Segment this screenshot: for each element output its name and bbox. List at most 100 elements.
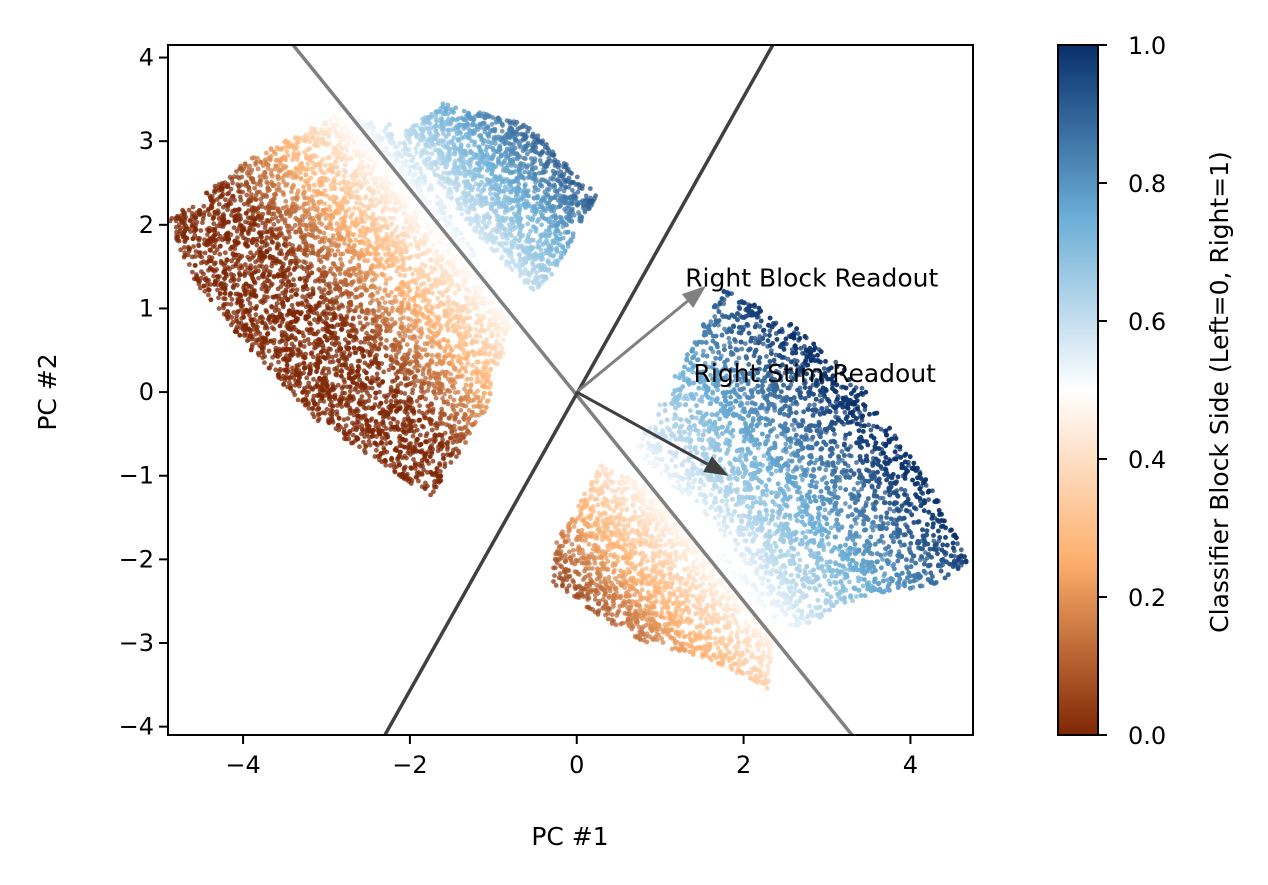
scatter-point <box>479 322 484 328</box>
scatter-point <box>347 388 353 394</box>
scatter-point <box>404 455 409 461</box>
scatter-point <box>352 294 358 300</box>
scatter-point <box>312 171 318 177</box>
scatter-point <box>429 449 435 455</box>
scatter-point <box>190 236 196 242</box>
scatter-point <box>383 148 389 154</box>
scatter-point <box>305 166 310 172</box>
scatter-point <box>447 379 453 385</box>
scatter-point <box>314 331 319 337</box>
scatter-point <box>393 241 399 247</box>
scatter-point <box>203 242 209 248</box>
scatter-point <box>346 340 352 346</box>
scatter-point <box>438 417 443 422</box>
scatter-point <box>230 180 236 186</box>
scatter-point <box>334 295 340 300</box>
scatter-point <box>434 194 440 200</box>
scatter-point <box>428 445 433 451</box>
scatter-point <box>404 245 409 251</box>
scatter-point <box>276 185 282 191</box>
scatter-point <box>481 315 487 320</box>
scatter-point <box>287 352 293 358</box>
scatter-point <box>450 402 455 408</box>
scatter-point <box>306 389 311 395</box>
scatter-point <box>388 252 394 258</box>
scatter-point <box>458 331 464 336</box>
scatter-point <box>260 355 265 360</box>
scatter-point <box>288 385 293 391</box>
scatter-point <box>289 189 294 195</box>
scatter-point <box>436 341 442 347</box>
scatter-point <box>248 347 254 353</box>
scatter-point <box>347 405 353 411</box>
scatter-point <box>361 181 367 186</box>
scatter-point <box>290 201 296 206</box>
scatter-point <box>450 227 456 233</box>
scatter-point <box>447 425 453 430</box>
scatter-point <box>341 430 347 436</box>
scatter-point <box>287 380 292 386</box>
scatter-point <box>258 182 263 188</box>
scatter-point <box>279 175 285 181</box>
scatter-point <box>349 440 354 446</box>
scatter-point <box>359 308 365 314</box>
scatter-point <box>211 221 217 227</box>
scatter-point <box>320 368 326 374</box>
scatter-point <box>353 237 359 243</box>
scatter-point <box>206 287 212 293</box>
scatter-point <box>324 407 330 412</box>
scatter-point <box>428 401 434 407</box>
scatter-point <box>384 346 389 351</box>
scatter-point <box>227 174 233 180</box>
scatter-point <box>323 119 328 125</box>
scatter-point <box>215 287 220 293</box>
scatter-point <box>281 382 286 387</box>
scatter-point <box>335 248 341 254</box>
scatter-point <box>428 375 433 381</box>
scatter-point <box>449 383 455 389</box>
scatter-point <box>320 182 325 188</box>
scatter-point <box>227 266 232 272</box>
scatter-point <box>295 301 301 306</box>
scatter-point <box>329 341 335 346</box>
scatter-point <box>389 300 395 306</box>
scatter-point <box>286 223 292 229</box>
scatter-point <box>400 437 406 442</box>
scatter-point <box>387 199 393 204</box>
scatter-point <box>238 197 244 203</box>
scatter-point <box>173 224 179 230</box>
scatter-point <box>435 201 441 207</box>
scatter-point <box>357 377 362 383</box>
scatter-point <box>376 141 381 147</box>
scatter-point <box>339 385 345 391</box>
scatter-point <box>303 241 309 246</box>
scatter-point <box>260 350 266 356</box>
scatter-point <box>341 417 347 423</box>
scatter-point <box>478 379 484 384</box>
scatter-point <box>353 350 359 356</box>
scatter-point <box>267 313 272 319</box>
scatter-point <box>346 181 352 186</box>
scatter-point <box>216 236 221 242</box>
scatter-point <box>335 172 340 178</box>
scatter-point <box>428 336 434 342</box>
scatter-point <box>446 352 452 357</box>
scatter-point <box>273 304 279 310</box>
scatter-point <box>389 231 395 237</box>
scatter-point <box>418 330 424 335</box>
scatter-point <box>318 387 324 392</box>
scatter-point <box>372 133 378 138</box>
scatter-point <box>459 366 465 371</box>
scatter-point <box>355 167 361 173</box>
scatter-point <box>426 363 432 369</box>
scatter-point <box>182 217 188 223</box>
scatter-point <box>263 175 269 180</box>
scatter-point <box>207 266 213 272</box>
scatter-point <box>382 458 388 464</box>
scatter-point <box>223 283 229 288</box>
scatter-point <box>434 248 440 254</box>
scatter-point <box>308 361 313 367</box>
scatter-point <box>317 130 322 136</box>
scatter-point <box>317 286 322 291</box>
scatter-point <box>452 365 458 371</box>
